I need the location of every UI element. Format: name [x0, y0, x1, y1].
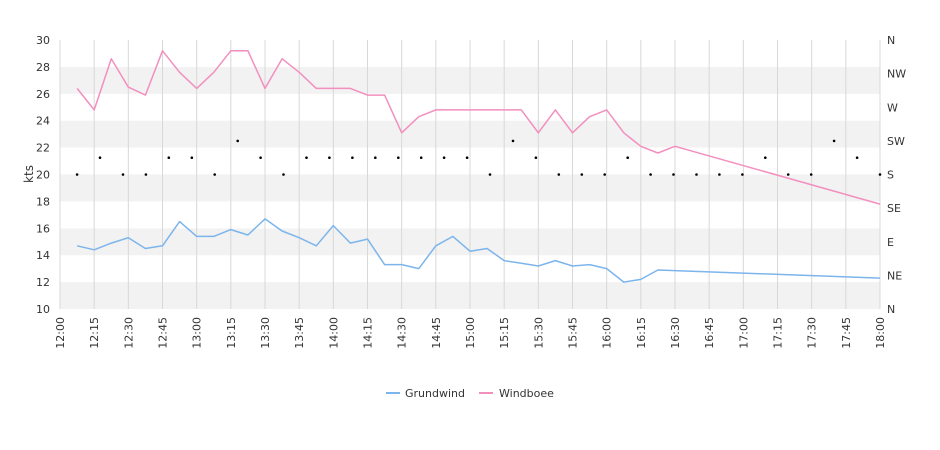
direction-dot [144, 173, 148, 176]
x-tick-label: 16:00 [601, 317, 614, 349]
direction-dot [878, 173, 882, 176]
legend: Grundwind Windboee [386, 387, 554, 400]
direction-dot [855, 156, 859, 159]
direction-dot [465, 156, 469, 159]
direction-dot [374, 156, 377, 159]
x-tick-label: 16:45 [703, 317, 716, 349]
legend-label-windboee: Windboee [499, 387, 554, 400]
y-tick-label: 16 [36, 222, 50, 235]
y-tick-label: 18 [36, 195, 50, 208]
legend-label-grundwind: Grundwind [405, 387, 465, 400]
direction-dot [626, 156, 629, 159]
direction-dot [328, 156, 331, 159]
x-tick-label: 17:30 [806, 317, 819, 349]
direction-dot [305, 156, 308, 159]
x-tick-label: 14:45 [430, 317, 443, 349]
direction-dot [213, 173, 216, 176]
direction-dot [603, 173, 606, 176]
x-tick-label: 13:15 [225, 317, 238, 349]
y-tick-label: 22 [36, 142, 50, 155]
y-tick-label: 14 [36, 249, 50, 262]
direction-tick-label: SE [887, 202, 901, 215]
y-tick-label: 12 [36, 276, 50, 289]
series-line-windboee [76, 50, 881, 205]
direction-dot [397, 156, 400, 159]
direction-dot [786, 173, 790, 176]
direction-dot [741, 173, 744, 176]
direction-dot [718, 173, 721, 176]
x-tick-label: 12:45 [157, 317, 170, 349]
direction-dot [580, 173, 584, 176]
x-tick-label: 18:00 [874, 317, 887, 349]
x-tick-label: 14:30 [396, 317, 409, 349]
x-tick-label: 15:45 [567, 317, 580, 349]
x-tick-label: 14:00 [327, 317, 340, 349]
direction-axis-ticks: N NE E SE S SW W NW N [887, 34, 906, 316]
direction-dot [75, 173, 79, 176]
direction-dot [649, 173, 652, 176]
y-tick-label: 20 [36, 169, 50, 182]
x-tick-label: 17:45 [840, 317, 853, 349]
direction-dot [98, 156, 102, 159]
x-tick-label: 15:15 [498, 317, 511, 349]
direction-dot [190, 156, 194, 159]
direction-dot [695, 173, 698, 176]
direction-dot [259, 156, 262, 159]
y-axis-label: kts [22, 165, 36, 183]
direction-dot [351, 156, 354, 159]
x-axis-ticks: 12:00 12:15 12:30 12:45 13:00 13:15 13:30 13:45… [54, 317, 887, 349]
direction-tick-label: W [887, 101, 898, 114]
y-tick-label: 24 [36, 115, 50, 128]
direction-dot [236, 139, 239, 143]
y-tick-label: 28 [36, 61, 50, 74]
x-tick-label: 15:00 [464, 317, 477, 349]
direction-dot [534, 156, 538, 159]
x-tick-label: 14:15 [362, 317, 375, 349]
direction-dot [442, 156, 446, 159]
x-tick-label: 15:30 [532, 317, 545, 349]
direction-dots [75, 139, 882, 176]
direction-dot [809, 173, 813, 176]
x-tick-label: 17:00 [737, 317, 750, 349]
direction-dot [167, 156, 171, 159]
legend-item-windboee[interactable]: Windboee [479, 387, 554, 400]
y-axis-ticks: 10 12 14 16 18 20 22 24 26 28 30 [36, 34, 50, 316]
direction-tick-label: NE [887, 269, 902, 282]
x-tick-label: 13:30 [259, 317, 272, 349]
direction-tick-label: N [887, 34, 895, 47]
x-tick-label: 16:15 [635, 317, 648, 349]
direction-tick-label: S [887, 169, 894, 182]
direction-tick-label: N [887, 303, 895, 316]
x-tick-label: 16:30 [669, 317, 682, 349]
y-tick-label: 10 [36, 303, 50, 316]
direction-dot [121, 173, 125, 176]
y-tick-label: 26 [36, 88, 50, 101]
direction-tick-label: NW [887, 68, 906, 81]
direction-tick-label: SW [887, 135, 905, 148]
x-tick-label: 12:15 [88, 317, 101, 349]
y-tick-label: 30 [36, 34, 50, 47]
legend-item-grundwind[interactable]: Grundwind [386, 387, 465, 400]
direction-dot [488, 173, 492, 176]
direction-tick-label: E [887, 236, 894, 249]
direction-dot [419, 156, 423, 159]
x-tick-label: 17:15 [772, 317, 785, 349]
x-tick-label: 12:30 [122, 317, 135, 349]
direction-dot [557, 173, 561, 176]
x-tick-label: 12:00 [54, 317, 67, 349]
series-line-grundwind [76, 218, 881, 283]
series-lines [76, 50, 881, 283]
x-tick-label: 13:00 [191, 317, 204, 349]
direction-dot [511, 139, 515, 143]
direction-dot [672, 173, 675, 176]
direction-dot [764, 156, 767, 159]
x-tick-label: 13:45 [293, 317, 306, 349]
direction-dot [832, 139, 836, 143]
direction-dot [282, 173, 285, 176]
